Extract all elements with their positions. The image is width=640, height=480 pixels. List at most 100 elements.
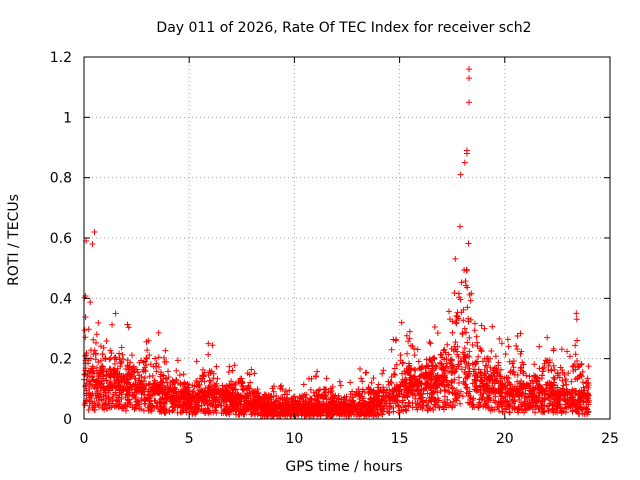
y-tick-label-6: 1.2 <box>50 50 72 66</box>
data-point-3289 <box>479 358 486 365</box>
data-point-2683 <box>357 365 364 372</box>
data-point-3467 <box>518 380 525 387</box>
data-point-3384 <box>469 341 476 348</box>
data-point-2572 <box>428 359 435 366</box>
data-point-1904 <box>128 352 135 359</box>
data-point-3259 <box>143 354 150 361</box>
data-point-3558 <box>573 400 580 407</box>
data-point-3313 <box>568 403 575 410</box>
data-point-2934 <box>460 349 467 356</box>
data-point-824 <box>514 378 521 385</box>
data-point-3394 <box>123 378 130 385</box>
data-point-3564 <box>514 406 521 413</box>
data-point-3540 <box>122 403 129 410</box>
data-point-3320 <box>189 382 196 389</box>
data-point-2308 <box>436 404 443 411</box>
data-point-1136 <box>551 366 558 373</box>
data-point-1707 <box>259 412 266 419</box>
data-point-2707 <box>406 335 413 342</box>
data-point-2178 <box>409 378 416 385</box>
data-point-3448 <box>367 395 374 402</box>
data-point-745 <box>437 359 444 366</box>
data-point-3594 <box>243 386 250 393</box>
data-point-940 <box>584 375 591 382</box>
data-point-2346 <box>524 394 531 401</box>
data-point-2154 <box>455 363 462 370</box>
data-point-2371 <box>138 357 145 364</box>
plot-frame <box>83 56 611 420</box>
data-point-3210 <box>311 403 318 410</box>
data-point-3453 <box>455 380 462 387</box>
data-point-3489 <box>573 407 580 414</box>
data-point-2938 <box>244 405 251 412</box>
data-point-1896 <box>443 355 450 362</box>
data-point-3160 <box>465 240 472 247</box>
data-point-2389 <box>296 395 303 402</box>
data-point-2160 <box>169 404 176 411</box>
data-point-1023 <box>488 347 495 354</box>
data-point-679 <box>532 409 539 416</box>
data-point-3610 <box>573 310 580 317</box>
data-point-1594 <box>83 380 90 387</box>
data-point-3367 <box>148 408 155 415</box>
data-point-2740 <box>112 389 119 396</box>
data-point-1287 <box>99 405 106 412</box>
data-point-3363 <box>108 371 115 378</box>
data-point-2317 <box>82 314 89 321</box>
data-point-2052 <box>439 379 446 386</box>
data-point-3300 <box>303 410 310 417</box>
data-point-3525 <box>104 368 111 375</box>
data-point-3600 <box>466 66 473 73</box>
data-point-2875 <box>385 378 392 385</box>
data-point-1752 <box>183 409 190 416</box>
data-point-2720 <box>125 397 132 404</box>
data-point-3521 <box>212 383 219 390</box>
data-point-3549 <box>550 381 557 388</box>
data-point-1905 <box>375 411 382 418</box>
data-point-877 <box>467 297 474 304</box>
y-tick-label-1: 0.2 <box>50 352 72 368</box>
data-point-1655 <box>190 387 197 394</box>
data-point-3485 <box>309 408 316 415</box>
data-point-3515 <box>550 345 557 352</box>
data-point-2523 <box>397 357 404 364</box>
data-point-3483 <box>471 327 478 334</box>
data-point-2469 <box>482 362 489 369</box>
data-point-2831 <box>430 367 437 374</box>
data-point-3108 <box>93 385 100 392</box>
y-tick-label-3: 0.6 <box>50 231 72 247</box>
data-point-3445 <box>402 403 409 410</box>
y-tick-label-0: 0 <box>63 412 72 428</box>
data-point-3527 <box>87 368 94 375</box>
data-point-3358 <box>412 392 419 399</box>
data-point-3286 <box>107 355 114 362</box>
data-point-983 <box>466 334 473 341</box>
data-point-3136 <box>115 404 122 411</box>
data-point-2064 <box>388 346 395 353</box>
data-point-3468 <box>245 382 252 389</box>
data-point-3302 <box>379 397 386 404</box>
data-point-3246 <box>281 391 288 398</box>
data-point-2661 <box>112 382 119 389</box>
data-point-3488 <box>171 379 178 386</box>
data-point-3257 <box>441 373 448 380</box>
data-point-3227 <box>396 390 403 397</box>
data-point-2813 <box>570 368 577 375</box>
data-point-3605 <box>461 159 468 166</box>
data-points <box>81 66 592 419</box>
data-point-3244 <box>455 290 462 297</box>
data-point-3436 <box>504 398 511 405</box>
data-point-3598 <box>104 385 111 392</box>
data-point-3222 <box>131 389 138 396</box>
data-point-2878 <box>207 378 214 385</box>
data-point-3292 <box>323 394 330 401</box>
data-point-2094 <box>468 290 475 297</box>
data-point-3456 <box>270 383 277 390</box>
data-point-3338 <box>528 377 535 384</box>
data-point-2732 <box>114 376 121 383</box>
data-point-2624 <box>472 383 479 390</box>
data-point-3399 <box>531 361 538 368</box>
data-point-874 <box>273 392 280 399</box>
data-point-3400 <box>133 385 140 392</box>
data-point-3203 <box>477 369 484 376</box>
